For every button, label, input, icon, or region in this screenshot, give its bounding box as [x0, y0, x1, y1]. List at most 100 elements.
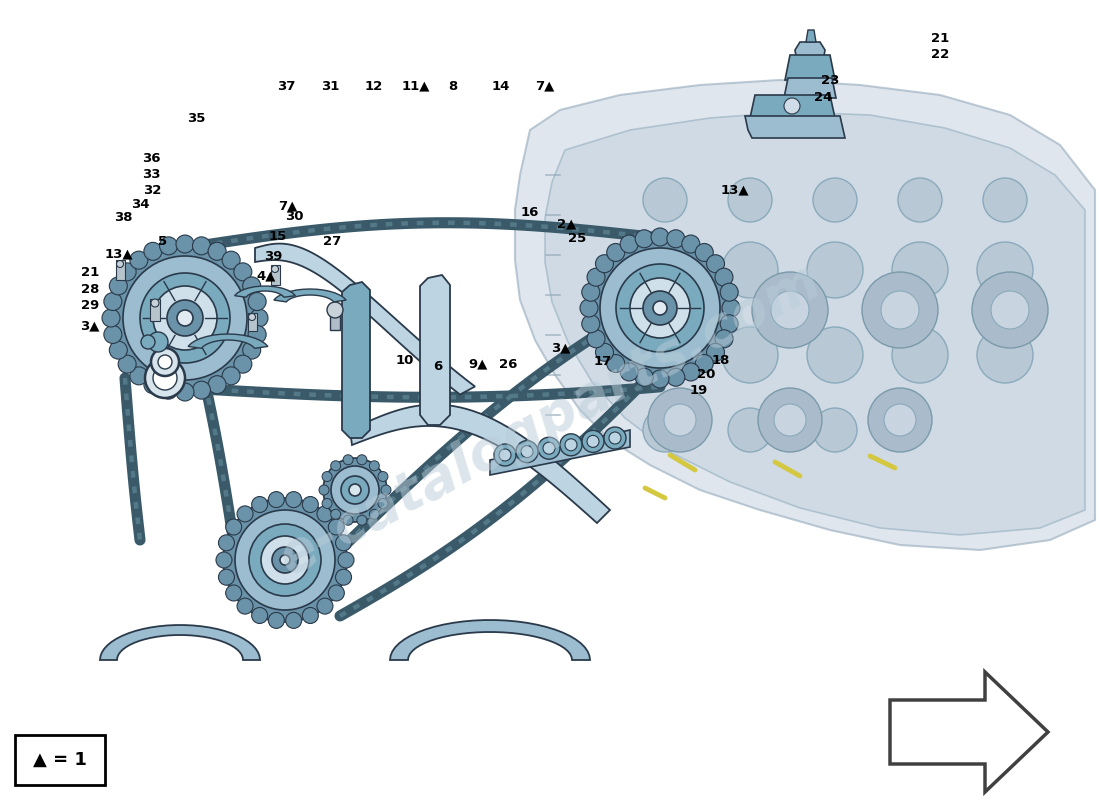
Circle shape	[682, 363, 700, 381]
Circle shape	[341, 476, 368, 504]
Text: 11▲: 11▲	[402, 80, 430, 93]
Circle shape	[595, 254, 614, 273]
Circle shape	[117, 261, 123, 267]
Circle shape	[644, 291, 676, 325]
Circle shape	[302, 497, 318, 513]
Text: 7▲: 7▲	[535, 80, 554, 93]
Circle shape	[642, 272, 718, 348]
Bar	[116, 260, 124, 280]
Circle shape	[153, 366, 177, 390]
Text: 24: 24	[814, 91, 832, 104]
Circle shape	[977, 327, 1033, 383]
Polygon shape	[806, 30, 816, 42]
Circle shape	[238, 598, 253, 614]
Circle shape	[635, 368, 653, 386]
Polygon shape	[350, 405, 610, 523]
Circle shape	[109, 277, 128, 295]
Circle shape	[868, 388, 932, 452]
Text: 5: 5	[158, 235, 167, 248]
Circle shape	[582, 314, 600, 333]
Circle shape	[252, 497, 267, 513]
Text: 27: 27	[323, 235, 341, 248]
Circle shape	[784, 98, 800, 114]
Polygon shape	[490, 430, 630, 475]
Circle shape	[331, 510, 341, 519]
Text: 7▲: 7▲	[278, 200, 298, 213]
Circle shape	[235, 510, 336, 610]
Text: 16: 16	[521, 206, 539, 218]
Circle shape	[130, 251, 147, 269]
Circle shape	[587, 268, 605, 286]
Circle shape	[216, 552, 232, 568]
Circle shape	[208, 242, 227, 260]
Circle shape	[118, 355, 136, 373]
Text: 38: 38	[114, 211, 132, 224]
Circle shape	[286, 612, 301, 628]
Circle shape	[651, 370, 669, 388]
Text: 8: 8	[449, 80, 458, 93]
Text: 10: 10	[396, 354, 414, 366]
Circle shape	[609, 432, 622, 444]
Circle shape	[494, 444, 516, 466]
Circle shape	[644, 408, 688, 452]
Circle shape	[381, 485, 390, 495]
Circle shape	[774, 404, 806, 436]
Circle shape	[158, 355, 172, 369]
Circle shape	[720, 283, 738, 302]
Circle shape	[771, 291, 808, 329]
Circle shape	[338, 552, 354, 568]
Circle shape	[722, 242, 778, 298]
Polygon shape	[795, 42, 825, 80]
Circle shape	[595, 343, 614, 362]
Circle shape	[720, 314, 738, 333]
Circle shape	[616, 264, 704, 352]
Circle shape	[728, 178, 772, 222]
Circle shape	[319, 485, 329, 495]
Circle shape	[378, 498, 388, 509]
Circle shape	[695, 243, 713, 262]
Circle shape	[151, 299, 160, 307]
Circle shape	[898, 178, 942, 222]
Circle shape	[604, 427, 626, 449]
Circle shape	[560, 434, 582, 456]
Circle shape	[219, 569, 234, 585]
Circle shape	[722, 299, 740, 317]
Circle shape	[991, 291, 1028, 329]
Text: 20: 20	[697, 368, 715, 381]
Circle shape	[268, 612, 284, 628]
Circle shape	[620, 235, 638, 253]
Circle shape	[317, 506, 333, 522]
Polygon shape	[785, 55, 835, 80]
Text: 36: 36	[143, 152, 161, 165]
Circle shape	[192, 381, 210, 399]
Circle shape	[892, 327, 948, 383]
Bar	[248, 313, 256, 331]
Text: 9▲: 9▲	[469, 358, 488, 370]
Text: 17: 17	[594, 355, 612, 368]
Circle shape	[722, 327, 778, 383]
Circle shape	[582, 283, 600, 302]
Circle shape	[286, 492, 301, 508]
Circle shape	[356, 454, 367, 465]
Circle shape	[336, 535, 352, 551]
Circle shape	[226, 585, 242, 601]
Circle shape	[664, 404, 696, 436]
Circle shape	[145, 358, 185, 398]
Circle shape	[715, 268, 733, 286]
Circle shape	[123, 256, 248, 380]
Circle shape	[160, 237, 177, 255]
Text: 3▲: 3▲	[551, 342, 571, 354]
Polygon shape	[274, 289, 346, 302]
Polygon shape	[100, 625, 260, 660]
Circle shape	[565, 438, 578, 451]
Circle shape	[153, 286, 217, 350]
Circle shape	[644, 178, 688, 222]
Circle shape	[272, 266, 278, 273]
Polygon shape	[515, 80, 1094, 550]
Circle shape	[160, 381, 177, 399]
Text: ▲ = 1: ▲ = 1	[33, 751, 87, 769]
Text: 32: 32	[143, 184, 161, 197]
Text: 18: 18	[712, 354, 729, 366]
Text: 25: 25	[569, 232, 586, 245]
Polygon shape	[188, 334, 268, 348]
